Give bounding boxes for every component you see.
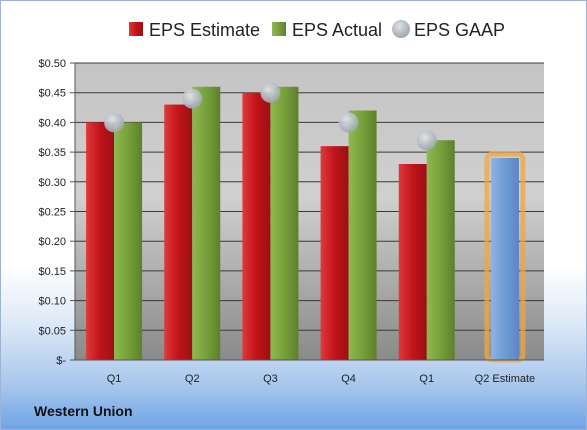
y-tick-label: $0.30 [38,177,66,189]
bar-eps-estimate [320,146,349,360]
y-tick-label: $0.05 [38,325,66,337]
legend-swatch [272,22,286,36]
bar-eps-estimate [164,104,193,360]
legend-label: EPS GAAP [414,20,505,40]
legend-swatch [392,20,410,38]
x-tick-label: Q3 [263,373,278,385]
y-tick-label: $0.50 [38,58,66,70]
y-tick-label: $- [56,355,66,367]
point-eps-gaap [338,112,359,133]
point-eps-gaap [182,88,203,109]
point-eps-gaap [104,112,125,133]
y-tick-label: $0.20 [38,236,66,248]
y-tick-label: $0.15 [38,266,66,278]
y-tick-label: $0.45 [38,88,66,100]
x-tick-label: Q1 [419,373,434,385]
point-eps-gaap [260,82,281,103]
bar-eps-actual [426,140,455,360]
x-tick-label: Q1 [107,373,122,385]
point-eps-gaap [416,130,437,151]
bar-eps-estimate [242,92,271,360]
y-tick-label: $0.40 [38,117,66,129]
legend-label: EPS Actual [292,20,382,40]
y-tick-label: $0.10 [38,296,66,308]
bar-eps-actual [114,122,143,361]
y-tick-label: $0.25 [38,207,66,219]
bar-eps-actual [270,86,299,360]
bar-eps-estimate [86,122,115,361]
company-label: Western Union [34,403,133,419]
legend-swatch [129,22,143,36]
bar-eps-actual [192,86,221,360]
bar-eps-actual [348,110,377,361]
bar-eps-estimate [490,158,519,360]
x-tick-label: Q2 [185,373,200,385]
x-tick-label: Q4 [341,373,356,385]
legend-label: EPS Estimate [149,20,260,40]
y-tick-label: $0.35 [38,147,66,159]
x-tick-label: Q2 Estimate [475,373,536,385]
bar-eps-estimate [398,163,427,360]
